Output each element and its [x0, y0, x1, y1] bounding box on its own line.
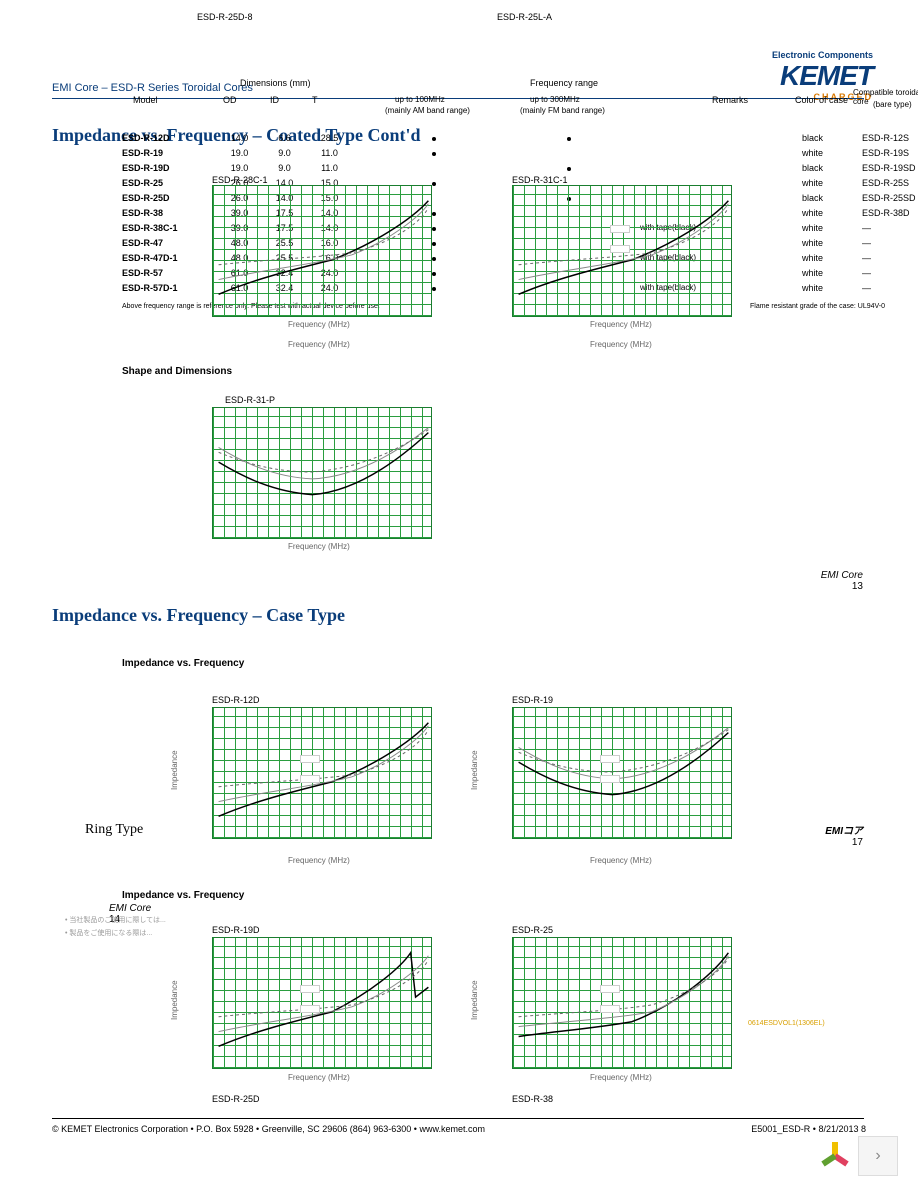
freq-header: Frequency range [530, 78, 598, 88]
chart-title-12d: ESD-R-12D [212, 695, 260, 705]
footer-left: © KEMET Electronics Corporation • P.O. B… [52, 1124, 864, 1134]
chart-title-31p: ESD-R-31-P [225, 395, 275, 405]
chart-title-25: ESD-R-25 [512, 925, 553, 935]
chart-19 [512, 707, 732, 839]
x-axis-25: Frequency (MHz) [590, 1073, 652, 1082]
table-row: ESD-R-2526.014.015.0whiteESD-R-25S [122, 178, 202, 188]
col-color: Color of case [795, 95, 848, 105]
col-f2: up to 300MHz [530, 95, 580, 104]
table-row: ESD-R-25D26.014.015.0blackESD-R-25SD [122, 193, 202, 203]
chart-12d [212, 707, 432, 839]
col-t: T [312, 95, 318, 105]
y-axis-12d: Impedance [170, 750, 179, 790]
x-axis-1b: Frequency (MHz) [288, 340, 350, 349]
chart-marker [300, 1005, 320, 1013]
imp-freq-sub2: Impedance vs. Frequency [122, 890, 244, 901]
doc-code: 0614ESDVOL1(1306EL) [748, 1020, 825, 1027]
table-row: ESD-R-19D19.09.011.0blackESD-R-19SD [122, 163, 202, 173]
emicore-14: EMI Core [109, 903, 151, 914]
top-label-right: ESD-R-25L-A [497, 12, 552, 22]
chart-marker [610, 225, 630, 233]
chart-title-19: ESD-R-19 [512, 695, 553, 705]
next-button[interactable]: › [858, 1136, 898, 1176]
ring-type-label: Ring Type [85, 822, 143, 838]
table-row: ESD-R-47D-148.025.516.0with tape(black)w… [122, 253, 202, 263]
imp-freq-sub: Impedance vs. Frequency [122, 658, 244, 669]
logo-tagline: Electronic Components [772, 50, 873, 60]
page-17: 17 [852, 837, 863, 848]
chart-31p [212, 407, 432, 539]
chart-19d [212, 937, 432, 1069]
shape-dim-header: Shape and Dimensions [122, 366, 232, 377]
note-right: Flame resistant grade of the case: UL94V… [750, 303, 885, 310]
table-row: ESD-R-5761.032.424.0white— [122, 268, 202, 278]
jp-note-1: • 当社製品のご使用に際しては... [65, 915, 166, 925]
col-f1: up to 100MHz [395, 95, 445, 104]
chart-marker [300, 755, 320, 763]
table-row: ESD-R-4748.025.516.0white— [122, 238, 202, 248]
x-axis-19: Frequency (MHz) [590, 856, 652, 865]
y-axis-25: Impedance [470, 980, 479, 1020]
table-row: ESD-R-12D14.06.628.5blackESD-R-12S [122, 133, 202, 143]
chart-marker [610, 245, 630, 253]
chart-title-31c: ESD-R-31C-1 [512, 175, 568, 185]
chart-25 [512, 937, 732, 1069]
y-axis-19: Impedance [470, 750, 479, 790]
col-model: Model [133, 95, 158, 105]
emi-jp: EMIコア [825, 826, 863, 837]
breadcrumb: EMI Core – ESD-R Series Toroidal Cores [52, 82, 253, 94]
emicore-label: EMI Core [821, 570, 863, 581]
chart-marker [300, 775, 320, 783]
chart-title-38: ESD-R-38 [512, 1094, 553, 1104]
col-remarks: Remarks [712, 95, 748, 105]
col-f2b: (mainly FM band range) [520, 106, 605, 115]
section2-title: Impedance vs. Frequency – Case Type [52, 605, 345, 626]
chart-title-25d: ESD-R-25D [212, 1094, 260, 1104]
chart-marker [600, 775, 620, 783]
footer-right: E5001_ESD-R • 8/21/2013 8 [751, 1124, 866, 1134]
dim-header: Dimensions (mm) [240, 78, 311, 88]
page-label-13: EMI Core 13 [821, 570, 863, 592]
jp-note-2: • 製品をご使用になる際は... [65, 928, 152, 938]
col-f1b: (mainly AM band range) [385, 106, 470, 115]
top-label-left: ESD-R-25D-8 [197, 12, 253, 22]
table-row: ESD-R-38C-139.017.514.0with tape(black)w… [122, 223, 202, 233]
chart-marker [600, 985, 620, 993]
chart-marker [600, 755, 620, 763]
chart-marker [600, 1005, 620, 1013]
x-axis-31p: Frequency (MHz) [288, 542, 350, 551]
x-axis-2: Frequency (MHz) [590, 320, 652, 329]
x-axis-12d: Frequency (MHz) [288, 856, 350, 865]
col-bare: (bare type) [873, 100, 912, 109]
y-axis-19d: Impedance [170, 980, 179, 1020]
col-od: OD [223, 95, 237, 105]
chart-28c-1 [212, 185, 432, 317]
footer-rule [52, 1118, 864, 1119]
chart-title-28c: ESD-R-28C-1 [212, 175, 268, 185]
x-axis-19d: Frequency (MHz) [288, 1073, 350, 1082]
table-row: ESD-R-1919.09.011.0whiteESD-R-19S [122, 148, 202, 158]
x-axis-1: Frequency (MHz) [288, 320, 350, 329]
table-row: ESD-R-57D-161.032.424.0with tape(black)w… [122, 283, 202, 293]
chart-marker [300, 985, 320, 993]
x-axis-2b: Frequency (MHz) [590, 340, 652, 349]
page-13: 13 [852, 581, 863, 592]
page-17-block: EMIコア 17 [825, 822, 863, 848]
table-row: ESD-R-3839.017.514.0whiteESD-R-38D [122, 208, 202, 218]
col-id: ID [270, 95, 279, 105]
chart-title-19d: ESD-R-19D [212, 925, 260, 935]
app-icon[interactable] [817, 1138, 853, 1174]
